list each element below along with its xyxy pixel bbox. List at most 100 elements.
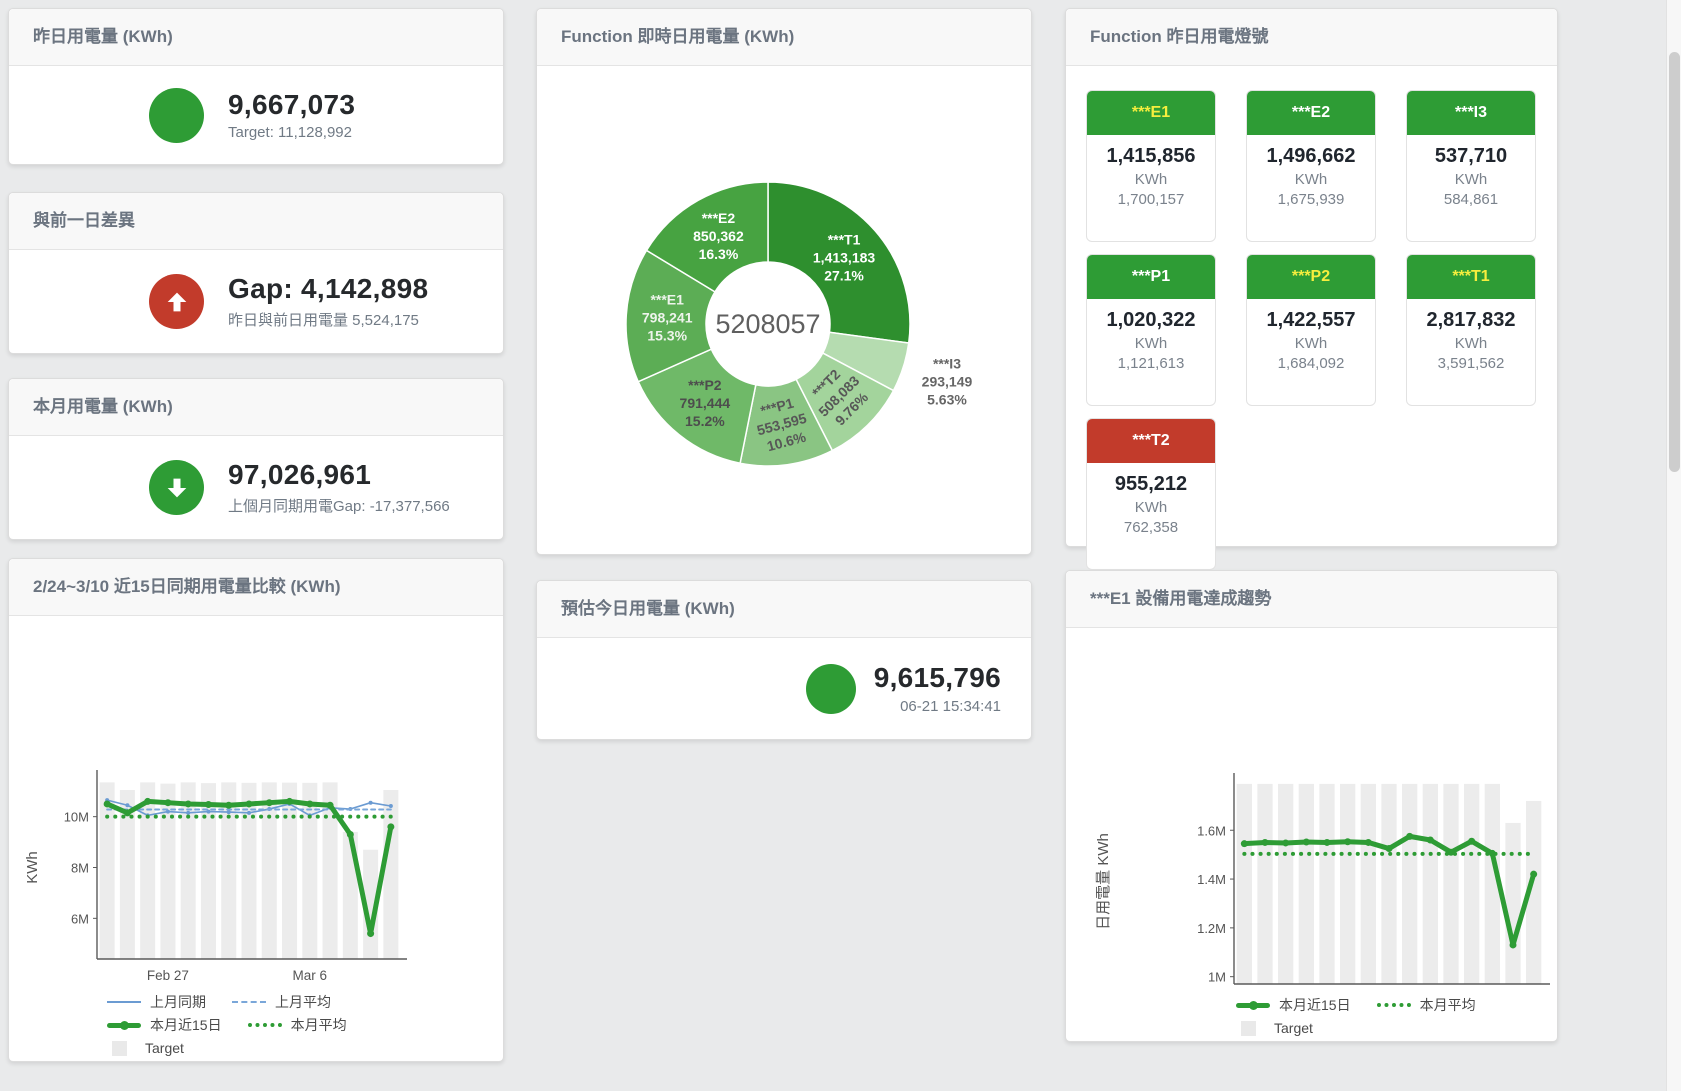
tile-target: 1,684,092 xyxy=(1277,355,1345,372)
tile-label: ***T1 xyxy=(1407,255,1535,299)
legend-label: 上月同期 xyxy=(150,994,206,1010)
card-realtime-donut: Function 即時日用電量 (KWh) ***T1 1,413,183 27.1… xyxy=(536,8,1032,555)
day-gap-value: Gap: 4,142,898 xyxy=(228,273,429,305)
estimate-value: 9,615,796 xyxy=(873,662,1001,694)
tile-value: 1,415,856 xyxy=(1106,145,1196,167)
legend-item-target[interactable]: Target xyxy=(107,1040,184,1056)
kpi-body: 97,026,961 上個月同期用電Gap: -17,377,566 xyxy=(9,436,503,539)
tile-unit: KWh xyxy=(1294,335,1328,352)
svg-text:1.2M: 1.2M xyxy=(1197,921,1226,936)
tile-value: 1,496,662 xyxy=(1266,145,1356,167)
tile-target: 762,358 xyxy=(1123,519,1179,536)
tile-unit: KWh xyxy=(1134,499,1168,516)
card-title: Function 昨日用電燈號 xyxy=(1066,9,1557,66)
green-status-circle-icon xyxy=(805,663,856,714)
tile-unit: KWh xyxy=(1134,171,1168,188)
tile-unit: KWh xyxy=(1294,171,1328,188)
gray-box-icon xyxy=(112,1040,127,1056)
tile-label: ***T2 xyxy=(1087,419,1215,463)
tile-label: ***I3 xyxy=(1407,91,1535,135)
light-tile-t1[interactable]: ***T1 2,817,832 KWh 3,591,562 xyxy=(1406,254,1536,406)
blue-dash-icon xyxy=(232,1001,266,1003)
svg-text:日用電量 KWh: 日用電量 KWh xyxy=(1095,833,1112,930)
card-yesterday-lights: Function 昨日用電燈號 ***E1 1,415,856 KWh 1,70… xyxy=(1065,8,1558,570)
kpi-body: Gap: 4,142,898 昨日與前日用電量 5,524,175 xyxy=(9,250,503,353)
legend-item-this-month[interactable]: 本月近15日 xyxy=(1236,995,1351,1015)
realtime-donut-chart[interactable]: ***T1 1,413,183 27.1%***I3 293,149 5.63%***T… xyxy=(537,66,1029,552)
card-title: 預估今日用電量 (KWh) xyxy=(537,581,1031,638)
card-month-usage: 本月用電量 (KWh) 97,026,961 上個月同期用電Gap: -17,3… xyxy=(8,378,504,540)
legend-item-this-month[interactable]: 本月近15日 xyxy=(107,1015,222,1035)
svg-text:6M: 6M xyxy=(71,911,89,926)
legend-label: 本月平均 xyxy=(290,1017,347,1033)
legend-label: 本月近15日 xyxy=(150,1017,222,1033)
tile-value: 537,710 xyxy=(1434,145,1508,167)
legend-item-target[interactable]: Target xyxy=(1236,1020,1313,1036)
card-title: 本月用電量 (KWh) xyxy=(9,379,503,436)
tile-value: 1,020,322 xyxy=(1106,309,1196,331)
light-tile-e1[interactable]: ***E1 1,415,856 KWh 1,700,157 xyxy=(1086,90,1216,242)
legend-item-this-month-avg[interactable]: 本月平均 xyxy=(247,1015,347,1035)
card-title: 昨日用電量 (KWh) xyxy=(9,9,503,66)
kpi-body: 9,667,073 Target: 11,128,992 xyxy=(9,66,503,164)
month-usage-value: 97,026,961 xyxy=(228,459,372,491)
compare-chart-legend: 上月同期 上月平均 本月近15日 本月平均 Target xyxy=(107,992,347,1058)
green-down-arrow-icon xyxy=(149,460,204,515)
card-e1-trend: ***E1 設備用電達成趨勢 1M1.2M1.4M1.6MFeb 26Mar 1… xyxy=(1065,570,1558,1042)
tile-target: 1,675,939 xyxy=(1277,191,1345,208)
tile-target: 1,121,613 xyxy=(1117,355,1185,372)
card-estimate-today: 預估今日用電量 (KWh) 9,615,796 06-21 15:34:41 xyxy=(536,580,1032,740)
tile-unit: KWh xyxy=(1454,335,1488,352)
tile-value: 2,817,832 xyxy=(1426,309,1516,331)
lights-grid: ***E1 1,415,856 KWh 1,700,157 ***E2 1,49… xyxy=(1066,66,1557,570)
legend-label: 本月近15日 xyxy=(1279,997,1351,1013)
tile-label: ***E1 xyxy=(1087,91,1215,135)
legend-item-last-month-avg[interactable]: 上月平均 xyxy=(232,992,331,1012)
legend-item-last-month[interactable]: 上月同期 xyxy=(107,992,206,1012)
tile-target: 584,861 xyxy=(1443,191,1499,208)
day-gap-sub: 昨日與前日用電量 5,524,175 xyxy=(228,311,419,329)
legend-item-this-month-avg[interactable]: 本月平均 xyxy=(1376,995,1476,1015)
estimate-timestamp: 06-21 15:34:41 xyxy=(900,697,1001,715)
svg-text:8M: 8M xyxy=(71,861,89,876)
light-tile-p2[interactable]: ***P2 1,422,557 KWh 1,684,092 xyxy=(1246,254,1376,406)
card-compare-chart: 2/24~3/10 近15日同期用電量比較 (KWh) 6M 8M 10M Feb 2… xyxy=(8,558,504,1062)
red-up-arrow-icon xyxy=(149,274,204,329)
card-title: 與前一日差異 xyxy=(9,193,503,250)
tile-target: 3,591,562 xyxy=(1437,355,1505,372)
svg-text:KWh: KWh xyxy=(24,851,41,884)
legend-label: Target xyxy=(1274,1020,1313,1036)
legend-label: 本月平均 xyxy=(1419,997,1476,1013)
card-yesterday-usage: 昨日用電量 (KWh) 9,667,073 Target: 11,128,992 xyxy=(8,8,504,165)
card-title: 2/24~3/10 近15日同期用電量比較 (KWh) xyxy=(9,559,503,616)
compare-chart[interactable]: 6M 8M 10M Feb 27 Mar 6 KWh xyxy=(9,616,501,988)
light-tile-p1[interactable]: ***P1 1,020,322 KWh 1,121,613 xyxy=(1086,254,1216,406)
tile-unit: KWh xyxy=(1134,335,1168,352)
tile-label: ***P2 xyxy=(1247,255,1375,299)
tile-unit: KWh xyxy=(1454,171,1488,188)
green-dot-icon xyxy=(247,1023,282,1027)
tile-value: 1,422,557 xyxy=(1266,309,1356,331)
scrollbar-thumb[interactable] xyxy=(1668,52,1680,472)
svg-text:Feb 27: Feb 27 xyxy=(147,968,189,983)
kpi-body: 9,615,796 06-21 15:34:41 xyxy=(537,638,1031,739)
light-tile-i3[interactable]: ***I3 537,710 KWh 584,861 xyxy=(1406,90,1536,242)
light-tile-t2[interactable]: ***T2 955,212 KWh 762,358 xyxy=(1086,418,1216,570)
card-title: ***E1 設備用電達成趨勢 xyxy=(1066,571,1557,628)
svg-text:1.4M: 1.4M xyxy=(1197,872,1226,887)
svg-text:10M: 10M xyxy=(64,810,89,825)
legend-label: Target xyxy=(145,1040,184,1056)
gray-box-icon xyxy=(1241,1020,1256,1036)
light-tile-e2[interactable]: ***E2 1,496,662 KWh 1,675,939 xyxy=(1246,90,1376,242)
vertical-scrollbar[interactable] xyxy=(1666,0,1681,1091)
card-day-gap: 與前一日差異 Gap: 4,142,898 昨日與前日用電量 5,524,175 xyxy=(8,192,504,354)
tile-target: 1,700,157 xyxy=(1117,191,1185,208)
tile-value: 955,212 xyxy=(1114,473,1188,495)
svg-text:5208057: 5208057 xyxy=(715,309,820,339)
